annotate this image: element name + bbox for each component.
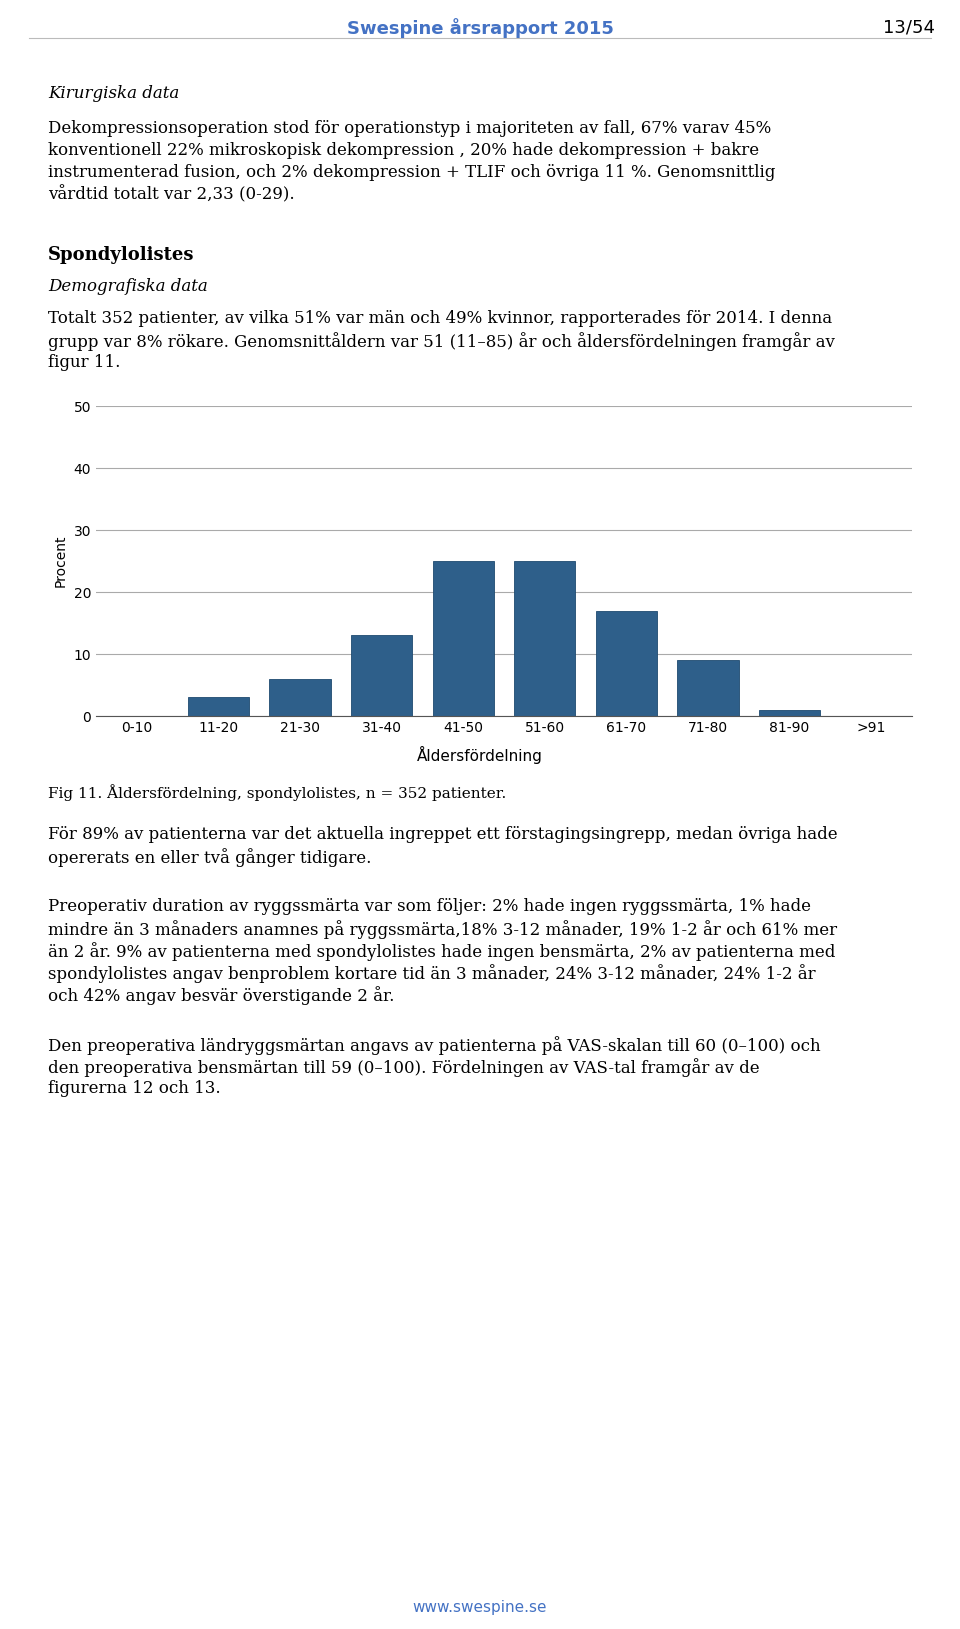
Y-axis label: Procent: Procent [54,534,68,586]
Text: spondylolistes angav benproblem kortare tid än 3 månader, 24% 3-12 månader, 24% : spondylolistes angav benproblem kortare … [48,964,816,982]
Text: Demografiska data: Demografiska data [48,279,207,295]
Text: grupp var 8% rökare. Genomsnittåldern var 51 (11–85) år och åldersfördelningen f: grupp var 8% rökare. Genomsnittåldern va… [48,332,835,350]
Bar [678,660,738,717]
Text: opererats en eller två gånger tidigare.: opererats en eller två gånger tidigare. [48,849,372,867]
Text: Kirurgiska data: Kirurgiska data [48,85,180,103]
Text: Dekompressionsoperation stod för operationstyp i majoriteten av fall, 67% varav : Dekompressionsoperation stod för operati… [48,121,771,137]
Text: Preoperativ duration av ryggssmärta var som följer: 2% hade ingen ryggssmärta, 1: Preoperativ duration av ryggssmärta var … [48,898,811,915]
Text: Spondylolistes: Spondylolistes [48,246,195,264]
Text: Den preoperativa ländryggsmärtan angavs av patienterna på VAS-skalan till 60 (0–: Den preoperativa ländryggsmärtan angavs … [48,1036,821,1056]
Text: Fig 11. Åldersfördelning, spondylolistes, n = 352 patienter.: Fig 11. Åldersfördelning, spondylolistes… [48,784,506,801]
Text: vårdtid totalt var 2,33 (0-29).: vårdtid totalt var 2,33 (0-29). [48,186,295,204]
Bar [759,710,820,717]
Text: För 89% av patienterna var det aktuella ingreppet ett förstagingsingrepp, medan : För 89% av patienterna var det aktuella … [48,826,838,842]
Text: Åldersfördelning: Åldersfördelning [417,746,543,764]
Bar [188,697,249,717]
Text: och 42% angav besvär överstigande 2 år.: och 42% angav besvär överstigande 2 år. [48,986,395,1005]
Bar [270,679,330,717]
Text: konventionell 22% mikroskopisk dekompression , 20% hade dekompression + bakre: konventionell 22% mikroskopisk dekompres… [48,142,759,160]
Text: 13/54: 13/54 [883,18,935,36]
Bar [596,611,657,717]
Text: den preoperativa bensmärtan till 59 (0–100). Fördelningen av VAS-tal framgår av : den preoperativa bensmärtan till 59 (0–1… [48,1057,759,1077]
Text: än 2 år. 9% av patienterna med spondylolistes hade ingen bensmärta, 2% av patien: än 2 år. 9% av patienterna med spondylol… [48,942,835,961]
Bar [351,635,412,717]
Text: Swespine årsrapport 2015: Swespine årsrapport 2015 [347,18,613,37]
Bar [515,560,575,717]
Text: Totalt 352 patienter, av vilka 51% var män och 49% kvinnor, rapporterades för 20: Totalt 352 patienter, av vilka 51% var m… [48,310,832,327]
Text: figurerna 12 och 13.: figurerna 12 och 13. [48,1080,221,1096]
Text: mindre än 3 månaders anamnes på ryggssmärta,18% 3-12 månader, 19% 1-2 år och 61%: mindre än 3 månaders anamnes på ryggssmä… [48,920,837,938]
Text: instrumenterad fusion, och 2% dekompression + TLIF och övriga 11 %. Genomsnittli: instrumenterad fusion, och 2% dekompress… [48,165,776,181]
Text: figur 11.: figur 11. [48,353,120,371]
Text: www.swespine.se: www.swespine.se [413,1600,547,1614]
Bar [433,560,493,717]
